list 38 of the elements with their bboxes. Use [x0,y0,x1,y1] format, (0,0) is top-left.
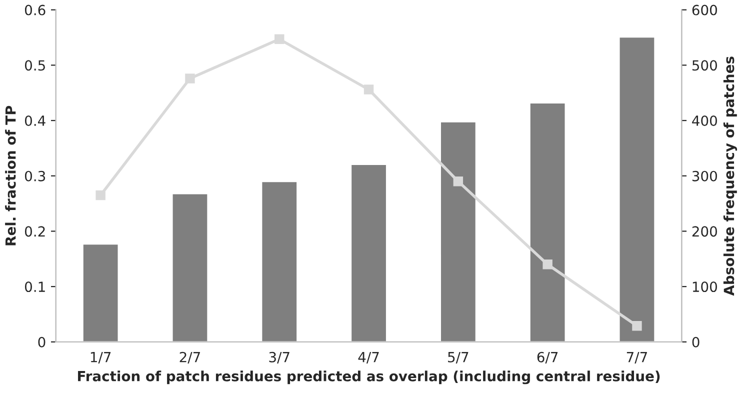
bar [618,36,656,342]
bar [350,164,388,342]
y2-tick-label: 100 [692,282,717,292]
y2-tick-label: 300 [692,170,717,182]
point [453,176,464,186]
x-tick-label: 3/7 [269,352,290,364]
x-tick-label: 1/7 [90,352,111,364]
bar [529,102,566,342]
y2-tick-label: 0 [692,336,700,348]
y-tick-label: 0.5 [24,60,45,71]
y2-tick-label: 400 [692,115,717,126]
point [274,34,284,44]
y2-axis-title: Absolute frequency of patches [723,56,738,296]
point [364,84,374,94]
point [185,74,195,84]
y-tick-label: 0.3 [24,170,46,182]
y-tick-label: 0 [38,336,46,348]
y-tick-label: 0.6 [24,4,46,16]
y-tick-label: 0.1 [24,282,45,292]
point [632,321,642,331]
x-axis-title: Fraction of patch residues predicted as overlap (including central residue) [78,370,660,384]
y2-tick-label: 600 [692,4,717,16]
bar [82,243,120,342]
point [96,190,106,200]
y2-tick-label: 500 [692,60,717,71]
bar [171,192,209,342]
x-tick-label: 5/7 [448,352,468,364]
y-axis-title: Rel. fraction of TP [5,106,16,246]
y2-tick-label: 200 [692,226,717,237]
x-tick-label: 2/7 [180,352,200,364]
bar [440,120,477,342]
x-tick-label: 4/7 [358,352,379,364]
point [542,260,552,270]
bar [260,180,298,342]
x-tick-label: 7/7 [626,352,647,364]
y-tick-label: 0.4 [24,115,46,126]
y-tick-label: 0.2 [24,226,45,237]
x-tick-label: 6/7 [537,352,558,364]
